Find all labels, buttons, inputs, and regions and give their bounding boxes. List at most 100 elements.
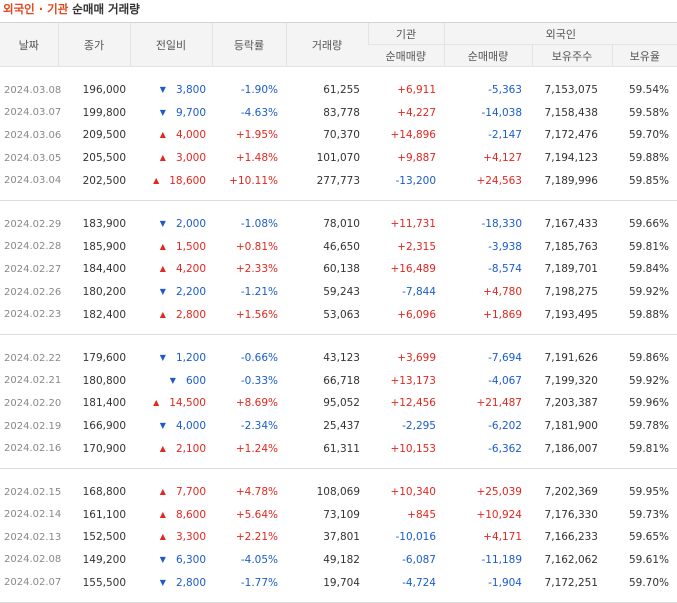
change-rate-cell: -2.34% — [240, 420, 278, 433]
date-cell: 2024.02.07 — [4, 577, 62, 589]
change-rate-cell: +1.48% — [235, 152, 278, 165]
arrow-up-icon: ▲ — [159, 153, 166, 163]
change-rate-cell: +10.11% — [229, 174, 278, 187]
change-value: 7,700 — [175, 486, 206, 499]
institution-net-cell: +14,896 — [390, 129, 436, 142]
change-rate-cell: +2.21% — [235, 531, 278, 544]
foreign-net-cell: +25,039 — [476, 486, 522, 499]
change-cell: ▲ 3,300 — [130, 526, 212, 549]
table-row: 2024.02.28 185,900 ▲ 1,500 +0.81% 46,650 +2,31… — [0, 236, 677, 259]
date-cell: 2024.03.06 — [4, 129, 62, 141]
change-cell: ▲ 14,500 — [130, 392, 212, 415]
change-cell: ▲ 2,100 — [130, 437, 212, 460]
close-price-cell: 209,500 — [82, 129, 126, 142]
spacer-cell — [0, 334, 677, 347]
institution-net-cell: +16,489 — [390, 263, 436, 276]
change-rate-cell: -0.66% — [240, 352, 278, 365]
change-value: 1,200 — [175, 352, 206, 365]
close-price-cell: 166,900 — [82, 420, 126, 433]
foreign-net-cell: -18,330 — [481, 218, 522, 231]
close-price-cell: 202,500 — [82, 174, 126, 187]
change-value: 3,000 — [175, 152, 206, 165]
date-cell: 2024.03.08 — [4, 84, 62, 96]
volume-cell: 78,010 — [323, 218, 360, 231]
header-institution: 기관 — [367, 22, 444, 45]
table-row: 2024.03.06 209,500 ▲ 4,000 +1.95% 70,370 +14,8… — [0, 124, 677, 147]
date-cell: 2024.02.29 — [4, 218, 62, 230]
close-price-cell: 170,900 — [82, 442, 126, 455]
change-rate-cell: +1.56% — [235, 308, 278, 321]
arrow-down-icon: ▼ — [159, 287, 166, 297]
table-row: 2024.02.13 152,500 ▲ 3,300 +2.21% 37,801 -10,0… — [0, 526, 677, 549]
header-foreign-net: 순매매량 — [443, 44, 532, 67]
close-price-cell: 183,900 — [82, 218, 126, 231]
change-cell: ▼ 2,800 — [130, 571, 212, 594]
date-cell: 2024.02.21 — [4, 375, 62, 387]
change-value: 8,600 — [175, 508, 206, 521]
table-row: 2024.03.04 202,500 ▲ 18,600 +10.11% 277,773 -1… — [0, 169, 677, 192]
group-divider — [0, 325, 677, 335]
institution-net-cell: +10,153 — [390, 442, 436, 455]
date-cell: 2024.02.20 — [4, 397, 62, 409]
change-rate-cell: -4.05% — [240, 553, 278, 566]
foreign-net-cell: -7,694 — [488, 352, 522, 365]
foreign-ratio-cell: 59.70% — [628, 129, 670, 142]
volume-cell: 46,650 — [323, 240, 360, 253]
change-value: 6,300 — [175, 553, 206, 566]
change-cell: ▼ 3,800 — [130, 79, 212, 102]
close-price-cell: 152,500 — [82, 531, 126, 544]
change-cell: ▲ 1,500 — [130, 236, 212, 259]
institution-net-cell: +11,731 — [390, 218, 436, 231]
foreign-holdings-cell: 7,203,387 — [544, 397, 598, 410]
close-price-cell: 182,400 — [82, 308, 126, 321]
foreign-holdings-cell: 7,202,369 — [544, 486, 598, 499]
arrow-down-icon: ▼ — [159, 107, 166, 117]
volume-cell: 61,311 — [323, 442, 360, 455]
header-foreign-ratio: 보유율 — [611, 44, 677, 67]
investor-trading-table: 날짜 종가 전일비 등락률 거래량 기관 외국인 순매매량 순매매량 보유주수 … — [0, 22, 677, 603]
volume-cell: 95,052 — [323, 397, 360, 410]
foreign-holdings-cell: 7,198,275 — [544, 286, 598, 299]
table-row: 2024.02.08 149,200 ▼ 6,300 -4.05% 49,182 -6,08… — [0, 549, 677, 572]
change-rate-cell: +5.64% — [235, 508, 278, 521]
institution-net-cell: -10,016 — [395, 531, 436, 544]
change-value: 14,500 — [169, 397, 206, 410]
change-value: 2,800 — [175, 308, 206, 321]
foreign-holdings-cell: 7,186,007 — [544, 442, 598, 455]
close-price-cell: 161,100 — [82, 508, 126, 521]
date-cell: 2024.03.07 — [4, 107, 62, 119]
change-value: 4,000 — [175, 420, 206, 433]
arrow-up-icon: ▲ — [159, 487, 166, 497]
foreign-ratio-cell: 59.70% — [628, 576, 670, 589]
table-row: 2024.02.07 155,500 ▼ 2,800 -1.77% 19,704 -4,72… — [0, 571, 677, 594]
change-cell: ▲ 18,600 — [130, 169, 212, 192]
close-price-cell: 155,500 — [82, 576, 126, 589]
volume-cell: 49,182 — [323, 553, 360, 566]
foreign-ratio-cell: 59.88% — [628, 308, 670, 321]
institution-net-cell: +845 — [407, 508, 436, 521]
foreign-holdings-cell: 7,191,626 — [544, 352, 598, 365]
change-rate-cell: +1.24% — [235, 442, 278, 455]
table-row: 2024.02.26 180,200 ▼ 2,200 -1.21% 59,243 -7,84… — [0, 281, 677, 304]
header-change: 전일비 — [129, 22, 212, 67]
change-value: 3,800 — [175, 84, 206, 97]
change-value: 3,300 — [175, 531, 206, 544]
table-row: 2024.02.14 161,100 ▲ 8,600 +5.64% 73,109 +845 +… — [0, 504, 677, 527]
change-cell: ▲ 4,200 — [130, 258, 212, 281]
group-divider — [0, 593, 677, 603]
foreign-ratio-cell: 59.54% — [628, 84, 670, 97]
institution-net-cell: +3,699 — [397, 352, 436, 365]
change-rate-cell: -0.33% — [240, 374, 278, 387]
foreign-net-cell: -4,067 — [488, 374, 522, 387]
institution-net-cell: +10,340 — [390, 486, 436, 499]
volume-cell: 83,778 — [323, 106, 360, 119]
change-value: 2,000 — [175, 218, 206, 231]
close-price-cell: 181,400 — [82, 397, 126, 410]
date-cell: 2024.03.05 — [4, 152, 62, 164]
change-rate-cell: -1.90% — [240, 84, 278, 97]
foreign-net-cell: +1,869 — [483, 308, 522, 321]
date-cell: 2024.02.13 — [4, 531, 62, 543]
foreign-ratio-cell: 59.78% — [628, 420, 670, 433]
table-row: 2024.02.27 184,400 ▲ 4,200 +2.33% 60,138 +16,4… — [0, 258, 677, 281]
foreign-holdings-cell: 7,162,062 — [544, 553, 598, 566]
